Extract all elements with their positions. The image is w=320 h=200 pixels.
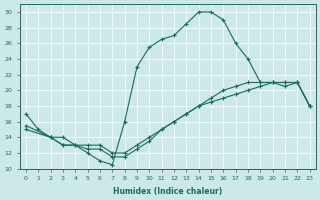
X-axis label: Humidex (Indice chaleur): Humidex (Indice chaleur) [113, 187, 222, 196]
